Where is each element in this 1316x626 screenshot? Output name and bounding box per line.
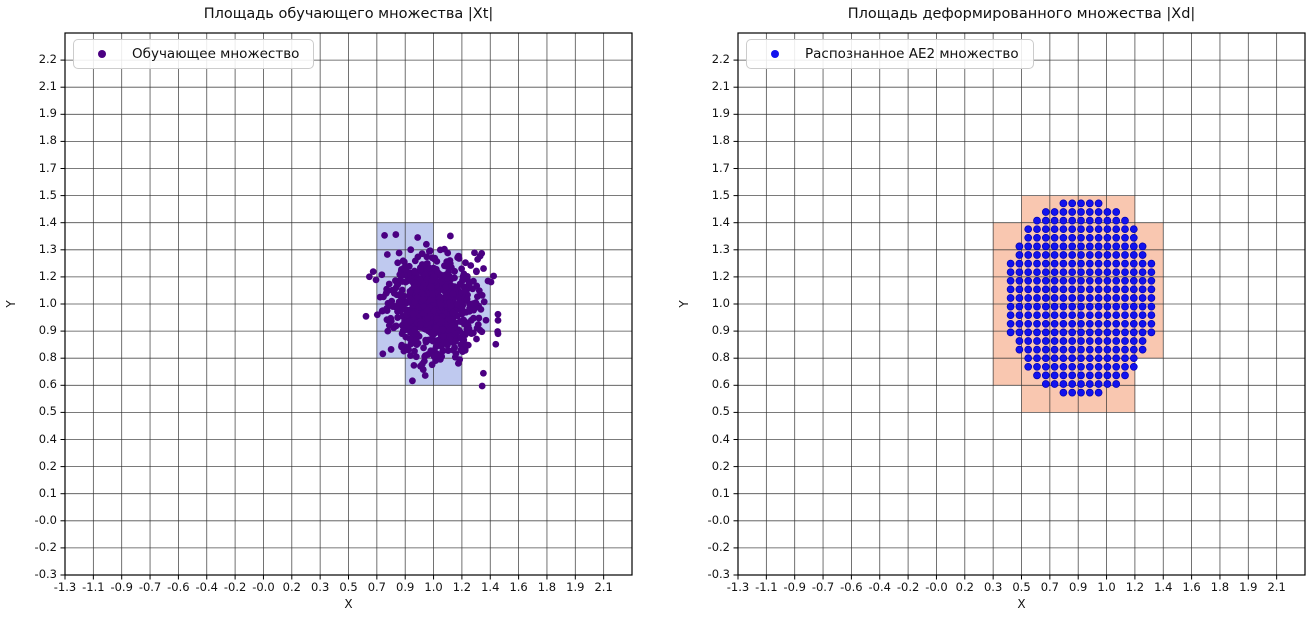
y-tick-label: 1.4 (38, 214, 57, 229)
x-tick-label: 0.3 (983, 580, 1003, 594)
y-tick-label: 2.2 (711, 52, 730, 67)
legend-dot-icon (771, 50, 779, 58)
left-legend: Обучающее множество (73, 39, 315, 69)
y-tick-label: 0.5 (38, 404, 57, 419)
left-plot-canvas (60, 32, 633, 580)
y-tick-label: 0.9 (711, 323, 730, 338)
x-tick-label: -0.7 (811, 580, 835, 594)
x-tick-label: -0.0 (925, 580, 948, 594)
y-tick-label: 0.5 (711, 404, 730, 419)
y-tick-label: 1.0 (38, 296, 57, 310)
y-tick-label: 1.9 (38, 106, 57, 121)
x-tick-label: 2.1 (594, 580, 613, 594)
x-tick-label: -0.9 (110, 580, 133, 594)
x-tick-label: -0.7 (138, 580, 162, 594)
x-tick-label: -0.2 (896, 580, 920, 594)
y-tick-label: 0.2 (38, 458, 57, 473)
y-tick-label: -0.2 (34, 539, 57, 554)
y-tick-label: 0.8 (711, 350, 730, 365)
y-tick-label: 1.8 (38, 133, 57, 148)
x-tick-label: 1.2 (452, 580, 472, 594)
x-tick-label: 1.9 (1239, 580, 1258, 594)
x-tick-label: -0.4 (195, 580, 218, 594)
y-tick-label: 1.3 (711, 241, 730, 256)
y-tick-label: 0.2 (711, 458, 730, 473)
y-tick-label: 0.6 (711, 377, 730, 392)
left-plot-title: Площадь обучающего множества |Xt| (203, 6, 494, 22)
y-tick-label: 0.4 (38, 431, 57, 446)
y-tick-label: -0.3 (34, 567, 57, 581)
y-tick-label: 2.2 (38, 52, 57, 67)
y-tick-label: -0.2 (707, 539, 730, 554)
x-tick-label: -1.3 (726, 580, 750, 594)
x-tick-label: -0.6 (840, 580, 863, 594)
x-tick-label: -0.2 (223, 580, 247, 594)
y-tick-label: 2.1 (711, 79, 730, 94)
x-tick-label: 1.4 (481, 580, 500, 594)
y-tick-label: 0.9 (38, 323, 57, 338)
y-tick-label: 2.1 (38, 79, 57, 94)
x-tick-label: -0.9 (783, 580, 806, 594)
y-tick-label: -0.0 (707, 512, 730, 527)
y-tick-label: 0.8 (38, 350, 57, 365)
x-tick-label: 0.2 (282, 580, 301, 594)
y-tick-label: -0.3 (707, 567, 730, 581)
x-tick-label: 1.6 (1182, 580, 1201, 594)
x-tick-label: 1.9 (566, 580, 585, 594)
y-tick-label: -0.0 (34, 512, 57, 527)
x-tick-label: 1.6 (509, 580, 528, 594)
y-tick-label: 1.5 (38, 187, 57, 202)
legend-dot-icon (98, 50, 106, 58)
x-tick-label: 1.8 (537, 580, 557, 594)
y-tick-label: 1.9 (711, 106, 730, 121)
x-tick-label: 1.8 (1210, 580, 1230, 594)
right-plot-canvas (733, 32, 1306, 580)
y-tick-label: 1.2 (38, 268, 57, 283)
x-tick-label: -0.4 (868, 580, 891, 594)
x-tick-label: 1.0 (424, 580, 443, 594)
right-x-axis-label: X (1017, 597, 1026, 611)
y-tick-label: 1.7 (711, 160, 730, 175)
x-tick-label: 0.5 (1012, 580, 1031, 594)
y-tick-label: 1.0 (711, 296, 730, 310)
y-tick-label: 0.1 (711, 485, 730, 500)
y-tick-label: 1.2 (711, 268, 730, 283)
left-subplot: Площадь обучающего множества |Xt| Обучаю… (4, 6, 633, 611)
y-tick-label: 1.3 (38, 241, 57, 256)
x-tick-label: 0.7 (1040, 580, 1059, 594)
x-tick-label: 1.4 (1154, 580, 1173, 594)
x-tick-label: -0.6 (167, 580, 190, 594)
x-tick-label: 0.3 (310, 580, 330, 594)
y-tick-label: 1.7 (38, 160, 57, 175)
x-tick-label: 0.9 (396, 580, 415, 594)
right-legend-label: Распознанное AE2 множество (805, 46, 1019, 62)
y-tick-label: 1.4 (711, 214, 730, 229)
right-legend: Распознанное AE2 множество (746, 39, 1034, 69)
x-tick-label: 0.2 (955, 580, 974, 594)
x-tick-label: -1.3 (53, 580, 77, 594)
y-tick-label: 1.5 (711, 187, 730, 202)
left-x-axis-label: X (344, 597, 353, 611)
y-tick-label: 0.4 (711, 431, 730, 446)
right-subplot: Площадь деформированного множества |Xd| … (677, 6, 1306, 611)
x-tick-label: -0.0 (252, 580, 275, 594)
y-tick-label: 1.8 (711, 133, 730, 148)
x-tick-label: 0.5 (339, 580, 358, 594)
left-legend-label: Обучающее множество (132, 46, 300, 62)
x-tick-label: 1.2 (1125, 580, 1145, 594)
x-tick-label: -1.1 (82, 580, 105, 594)
x-tick-label: 0.7 (367, 580, 386, 594)
x-tick-label: 1.0 (1097, 580, 1116, 594)
y-tick-label: 0.1 (38, 485, 57, 500)
x-tick-label: -1.1 (755, 580, 778, 594)
right-plot-title: Площадь деформированного множества |Xd| (847, 6, 1196, 22)
y-tick-label: 0.6 (38, 377, 57, 392)
x-tick-label: 2.1 (1267, 580, 1286, 594)
x-tick-label: 0.9 (1069, 580, 1088, 594)
